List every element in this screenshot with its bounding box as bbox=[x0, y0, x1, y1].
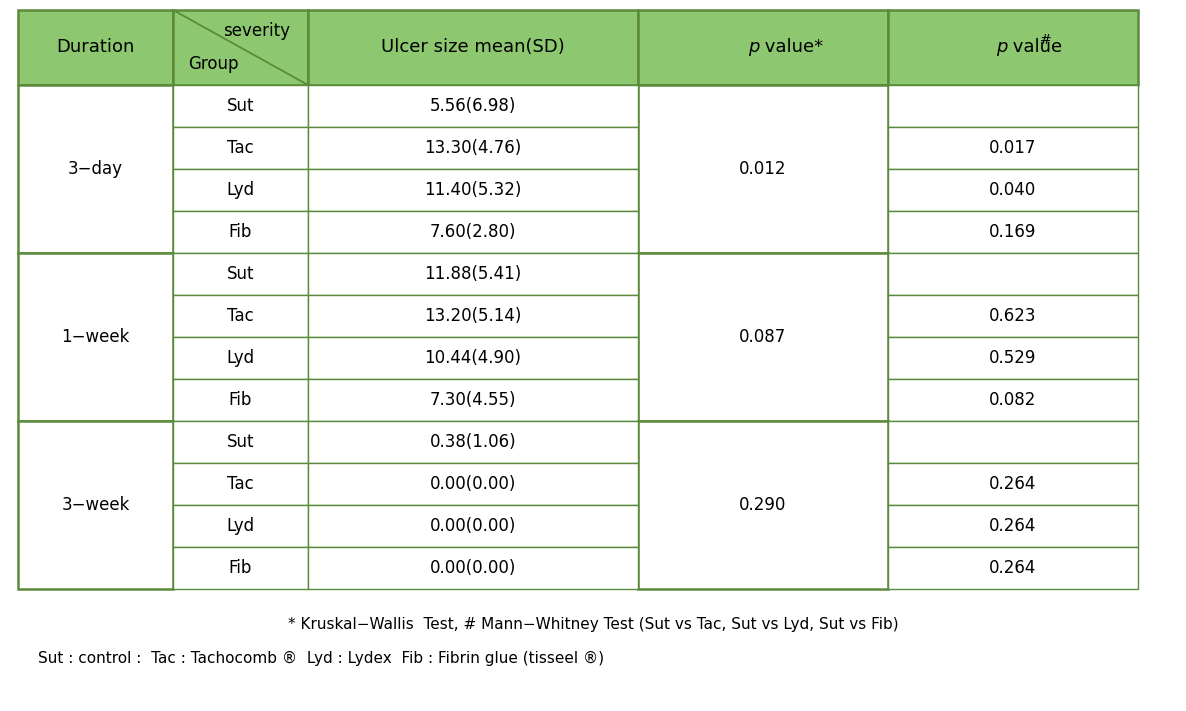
Text: Group: Group bbox=[189, 55, 238, 73]
Text: 13.20(5.14): 13.20(5.14) bbox=[425, 307, 522, 325]
Bar bbox=[888, 337, 1139, 379]
Text: 11.40(5.32): 11.40(5.32) bbox=[425, 181, 522, 199]
Bar bbox=[18, 253, 173, 421]
Bar bbox=[638, 253, 888, 421]
Bar bbox=[638, 421, 888, 589]
Bar bbox=[888, 211, 1139, 253]
Text: 5.56(6.98): 5.56(6.98) bbox=[429, 97, 516, 115]
Text: Tac: Tac bbox=[228, 139, 254, 157]
Bar bbox=[173, 547, 308, 589]
Bar bbox=[173, 295, 308, 337]
Text: Sut: Sut bbox=[227, 97, 254, 115]
Text: 0.264: 0.264 bbox=[989, 517, 1037, 535]
Bar bbox=[308, 505, 638, 547]
Bar bbox=[18, 10, 173, 85]
Bar bbox=[888, 505, 1139, 547]
Text: 0.00(0.00): 0.00(0.00) bbox=[429, 559, 516, 577]
Bar bbox=[18, 421, 173, 589]
Text: 13.30(4.76): 13.30(4.76) bbox=[425, 139, 522, 157]
Text: Sut: Sut bbox=[227, 265, 254, 283]
Bar bbox=[308, 127, 638, 169]
Bar bbox=[888, 169, 1139, 211]
Text: Sut: Sut bbox=[227, 433, 254, 451]
Text: 11.88(5.41): 11.88(5.41) bbox=[425, 265, 522, 283]
Text: Tac: Tac bbox=[228, 307, 254, 325]
Text: Fib: Fib bbox=[229, 559, 253, 577]
Text: 0.082: 0.082 bbox=[989, 391, 1037, 409]
Bar bbox=[173, 505, 308, 547]
Bar bbox=[888, 295, 1139, 337]
Text: 0.38(1.06): 0.38(1.06) bbox=[429, 433, 516, 451]
Text: 0.087: 0.087 bbox=[739, 328, 786, 346]
Text: value: value bbox=[1007, 38, 1063, 56]
Bar bbox=[173, 85, 308, 127]
Text: severity: severity bbox=[223, 22, 291, 40]
Text: value*: value* bbox=[759, 38, 823, 56]
Bar bbox=[173, 463, 308, 505]
Bar bbox=[308, 379, 638, 421]
Bar bbox=[888, 463, 1139, 505]
Text: 3−week: 3−week bbox=[62, 496, 129, 514]
Bar bbox=[308, 337, 638, 379]
Text: * Kruskal−Wallis  Test, # Mann−Whitney Test (Sut vs Tac, Sut vs Lyd, Sut vs Fib): * Kruskal−Wallis Test, # Mann−Whitney Te… bbox=[288, 617, 898, 632]
Bar bbox=[173, 127, 308, 169]
Bar bbox=[308, 421, 638, 463]
Text: Lyd: Lyd bbox=[227, 517, 255, 535]
Text: 1−week: 1−week bbox=[62, 328, 129, 346]
Text: 0.017: 0.017 bbox=[989, 139, 1037, 157]
Text: Ulcer size mean(SD): Ulcer size mean(SD) bbox=[381, 38, 565, 56]
Bar bbox=[888, 379, 1139, 421]
Bar bbox=[308, 253, 638, 295]
Text: Sut : control :  Tac : Tachocomb ®  Lyd : Lydex  Fib : Fibrin glue (tisseel ®): Sut : control : Tac : Tachocomb ® Lyd : … bbox=[38, 651, 604, 666]
Bar bbox=[173, 337, 308, 379]
Bar bbox=[638, 10, 888, 85]
Bar bbox=[888, 547, 1139, 589]
Bar bbox=[173, 379, 308, 421]
Text: 0.012: 0.012 bbox=[739, 160, 786, 178]
Text: 0.623: 0.623 bbox=[989, 307, 1037, 325]
Text: 10.44(4.90): 10.44(4.90) bbox=[425, 349, 522, 367]
Text: Lyd: Lyd bbox=[227, 181, 255, 199]
Bar bbox=[173, 211, 308, 253]
Text: Lyd: Lyd bbox=[227, 349, 255, 367]
Bar bbox=[638, 85, 888, 253]
Bar bbox=[308, 547, 638, 589]
Bar bbox=[18, 85, 173, 253]
Bar bbox=[173, 169, 308, 211]
Bar bbox=[308, 169, 638, 211]
Bar bbox=[888, 85, 1139, 127]
Text: 0.264: 0.264 bbox=[989, 475, 1037, 493]
Text: 0.00(0.00): 0.00(0.00) bbox=[429, 475, 516, 493]
Bar bbox=[308, 211, 638, 253]
Text: 3−day: 3−day bbox=[68, 160, 123, 178]
Text: 0.040: 0.040 bbox=[989, 181, 1037, 199]
Bar bbox=[888, 10, 1139, 85]
Text: Tac: Tac bbox=[228, 475, 254, 493]
Bar bbox=[173, 421, 308, 463]
Text: 7.60(2.80): 7.60(2.80) bbox=[429, 223, 516, 241]
Text: 7.30(4.55): 7.30(4.55) bbox=[429, 391, 516, 409]
Bar bbox=[308, 295, 638, 337]
Bar bbox=[888, 127, 1139, 169]
Text: p: p bbox=[995, 38, 1007, 56]
Text: 0.00(0.00): 0.00(0.00) bbox=[429, 517, 516, 535]
Text: p: p bbox=[747, 38, 759, 56]
Text: Duration: Duration bbox=[56, 38, 135, 56]
Bar bbox=[888, 253, 1139, 295]
Text: 0.169: 0.169 bbox=[989, 223, 1037, 241]
Text: Fib: Fib bbox=[229, 223, 253, 241]
Text: 0.290: 0.290 bbox=[739, 496, 786, 514]
Text: Fib: Fib bbox=[229, 391, 253, 409]
Bar bbox=[308, 85, 638, 127]
Text: 0.529: 0.529 bbox=[989, 349, 1037, 367]
Text: 0.264: 0.264 bbox=[989, 559, 1037, 577]
Bar bbox=[173, 10, 308, 85]
Bar bbox=[173, 253, 308, 295]
Bar bbox=[888, 421, 1139, 463]
Text: #: # bbox=[1040, 33, 1052, 46]
Bar bbox=[308, 10, 638, 85]
Bar bbox=[308, 463, 638, 505]
